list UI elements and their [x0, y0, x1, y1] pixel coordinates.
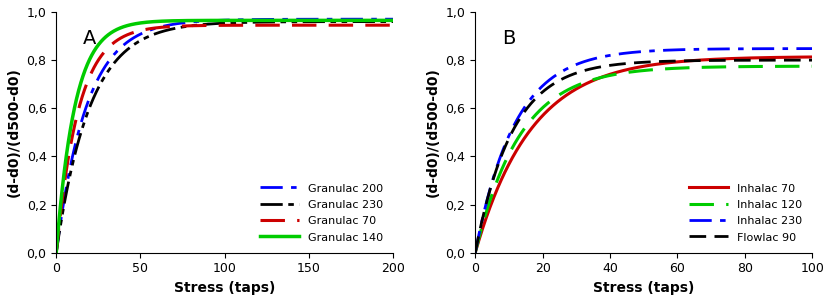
Inhalac 230 [735, 47, 745, 51]
Legend: Granulac 200, Granulac 230, Granulac 70, Granulac 140: Granulac 200, Granulac 230, Granulac 70,… [256, 178, 387, 247]
Granulac 70 [378, 23, 388, 27]
Flowlac 90 [797, 58, 807, 62]
Inhalac 70 [807, 55, 817, 59]
Line: Granulac 230: Granulac 230 [57, 21, 393, 253]
Inhalac 120 [735, 65, 745, 69]
Inhalac 230 [807, 47, 817, 50]
Y-axis label: (d-d0)/(d500-d0): (d-d0)/(d500-d0) [426, 67, 440, 197]
Inhalac 120 [634, 69, 644, 73]
Granulac 70 [52, 251, 61, 255]
Granulac 200 [378, 17, 388, 21]
Inhalac 70 [625, 67, 635, 71]
Y-axis label: (d-d0)/(d500-d0): (d-d0)/(d500-d0) [7, 67, 21, 197]
Inhalac 70 [798, 55, 808, 59]
Granulac 200 [52, 251, 61, 255]
Line: Inhalac 70: Inhalac 70 [475, 57, 812, 253]
Granulac 140 [317, 18, 327, 22]
Granulac 200 [206, 19, 216, 22]
Granulac 230 [378, 20, 388, 23]
Granulac 230 [388, 20, 398, 23]
Inhalac 120 [798, 64, 808, 68]
Inhalac 70 [634, 65, 644, 69]
Granulac 230 [68, 159, 78, 162]
Inhalac 70 [488, 199, 498, 203]
Inhalac 120 [488, 191, 498, 195]
X-axis label: Stress (taps): Stress (taps) [174, 281, 275, 295]
Flowlac 90 [798, 58, 808, 62]
Line: Inhalac 120: Inhalac 120 [475, 66, 812, 253]
Inhalac 230 [797, 47, 807, 50]
Text: B: B [502, 29, 515, 48]
Granulac 70 [68, 129, 78, 133]
Granulac 200 [317, 18, 327, 21]
Granulac 200 [378, 17, 388, 21]
Granulac 230 [215, 21, 225, 25]
Granulac 70 [388, 23, 398, 27]
Granulac 140 [206, 19, 216, 22]
Granulac 230 [206, 22, 216, 26]
Granulac 140 [68, 111, 78, 115]
Inhalac 230 [470, 251, 480, 255]
Inhalac 230 [488, 179, 498, 183]
Line: Granulac 140: Granulac 140 [57, 20, 393, 253]
Inhalac 120 [807, 64, 817, 68]
Granulac 140 [215, 19, 225, 22]
Granulac 230 [317, 20, 327, 24]
Granulac 230 [378, 20, 388, 23]
Granulac 200 [215, 18, 225, 22]
Inhalac 230 [625, 51, 635, 54]
Inhalac 120 [470, 251, 480, 255]
Granulac 200 [68, 151, 78, 154]
Granulac 140 [388, 18, 398, 22]
Granulac 70 [317, 23, 327, 27]
Flowlac 90 [807, 58, 817, 62]
Inhalac 70 [470, 251, 480, 255]
Inhalac 70 [735, 56, 745, 60]
Inhalac 230 [798, 47, 808, 50]
Granulac 200 [388, 17, 398, 21]
Inhalac 120 [625, 70, 635, 74]
Granulac 140 [378, 18, 388, 22]
Granulac 70 [206, 24, 216, 27]
Inhalac 230 [634, 50, 644, 54]
Line: Granulac 70: Granulac 70 [57, 25, 393, 253]
Flowlac 90 [488, 180, 498, 184]
Line: Flowlac 90: Flowlac 90 [475, 60, 812, 253]
X-axis label: Stress (taps): Stress (taps) [593, 281, 695, 295]
Flowlac 90 [634, 61, 644, 64]
Flowlac 90 [735, 59, 745, 62]
Granulac 140 [378, 18, 388, 22]
Flowlac 90 [625, 61, 635, 65]
Inhalac 120 [797, 64, 807, 68]
Granulac 70 [378, 23, 388, 27]
Granulac 140 [52, 251, 61, 255]
Inhalac 70 [797, 55, 807, 59]
Text: A: A [83, 29, 96, 48]
Legend: Inhalac 70, Inhalac 120, Inhalac 230, Flowlac 90: Inhalac 70, Inhalac 120, Inhalac 230, Fl… [685, 178, 807, 247]
Granulac 70 [215, 24, 225, 27]
Line: Inhalac 230: Inhalac 230 [475, 49, 812, 253]
Line: Granulac 200: Granulac 200 [57, 19, 393, 253]
Granulac 230 [52, 251, 61, 255]
Flowlac 90 [470, 251, 480, 255]
